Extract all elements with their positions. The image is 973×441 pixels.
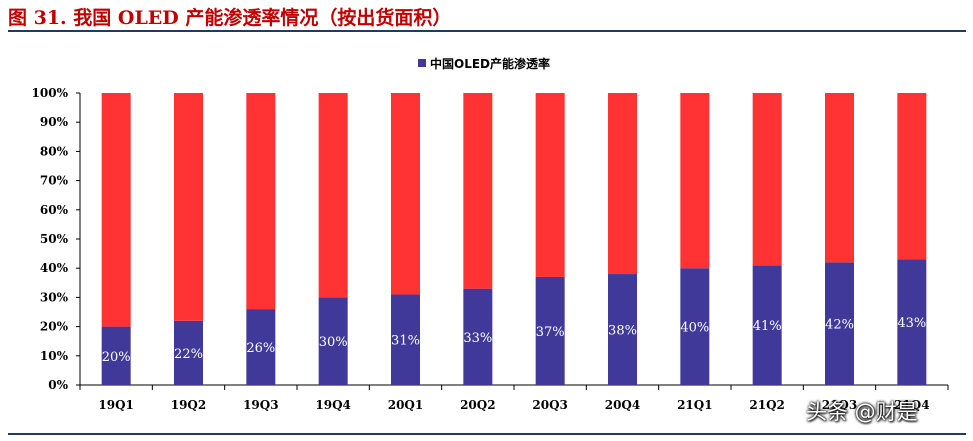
bar-remainder [174,93,203,321]
x-tick-label: 21Q2 [749,398,785,412]
bar-penetration [318,297,348,385]
top-rule [8,30,966,32]
bar-penetration [897,259,927,385]
y-tick-label: 20% [40,320,69,334]
x-tick-label: 20Q3 [532,398,568,412]
data-label: 22% [174,347,203,362]
legend-label: 中国OLED产能渗透率 [430,56,550,71]
figure-title: 图 31. 我国 OLED 产能渗透率情况（按出货面积） [8,7,452,29]
bar-penetration [680,268,710,385]
x-tick-label: 20Q2 [460,398,496,412]
y-tick-label: 10% [40,349,69,363]
data-label: 43% [897,316,926,331]
x-tick-label: 20Q1 [388,398,424,412]
bar-penetration [825,262,854,385]
y-tick-label: 70% [40,174,69,188]
bottom-rule [8,433,966,435]
legend: 中国OLED产能渗透率 [418,56,550,71]
y-tick-label: 50% [40,232,69,246]
y-tick-label: 0% [48,378,68,392]
bar-penetration [391,294,420,385]
x-tick-label: 21Q1 [677,398,713,412]
data-label: 42% [825,318,854,333]
bar-remainder [391,93,420,295]
data-label: 40% [680,321,709,336]
bar-remainder [752,93,782,266]
bar-remainder [608,93,637,275]
axes: 0% 10% 20% 30% 40% 50% 60% 70% 80% 90% 100% 19Q1 19Q… [32,86,949,412]
bar-penetration [608,274,637,385]
y-tick-label: 30% [40,290,69,304]
bar-remainder [101,93,131,327]
bar-penetration [101,326,131,385]
data-label: 30% [319,335,348,350]
bar-penetration [752,265,782,385]
bar-remainder [318,93,348,298]
x-tick-label: 20Q4 [605,398,641,412]
data-labels: 20% 22% 26% 30% 31% 33% 37% 38% 40% 41% 42% 43% [102,316,927,365]
bar-penetration [174,320,203,385]
watermark: 头条 @财是 [806,400,918,424]
data-label: 20% [102,350,131,365]
x-tick-label: 21Q3 [822,398,858,412]
bar-penetration [246,309,276,385]
bar-remainder [680,93,710,269]
data-label: 33% [463,331,492,346]
x-tick-label: 19Q2 [171,398,207,412]
bar-remainder [246,93,276,310]
data-label: 37% [536,325,565,340]
y-tick-label: 80% [40,144,69,158]
bar-penetration [535,276,565,385]
bar-remainder [825,93,854,263]
x-tick-label: 19Q3 [243,398,279,412]
data-label: 41% [753,319,782,334]
data-label: 26% [246,341,275,356]
y-tick-label: 90% [40,115,69,129]
bar-remainder [535,93,565,277]
bar-remainder [463,93,493,289]
data-label: 38% [608,324,637,339]
x-tick-label: 19Q4 [315,398,351,412]
bars [101,93,927,385]
legend-swatch [418,59,426,67]
x-tick-label: 21Q4 [894,398,930,412]
bar-penetration [463,288,493,385]
y-tick-label: 100% [32,86,69,100]
y-tick-label: 60% [40,203,69,217]
x-tick-label: 19Q1 [98,398,134,412]
data-label: 31% [391,334,420,349]
y-tick-label: 40% [40,261,69,275]
bar-remainder [897,93,927,260]
